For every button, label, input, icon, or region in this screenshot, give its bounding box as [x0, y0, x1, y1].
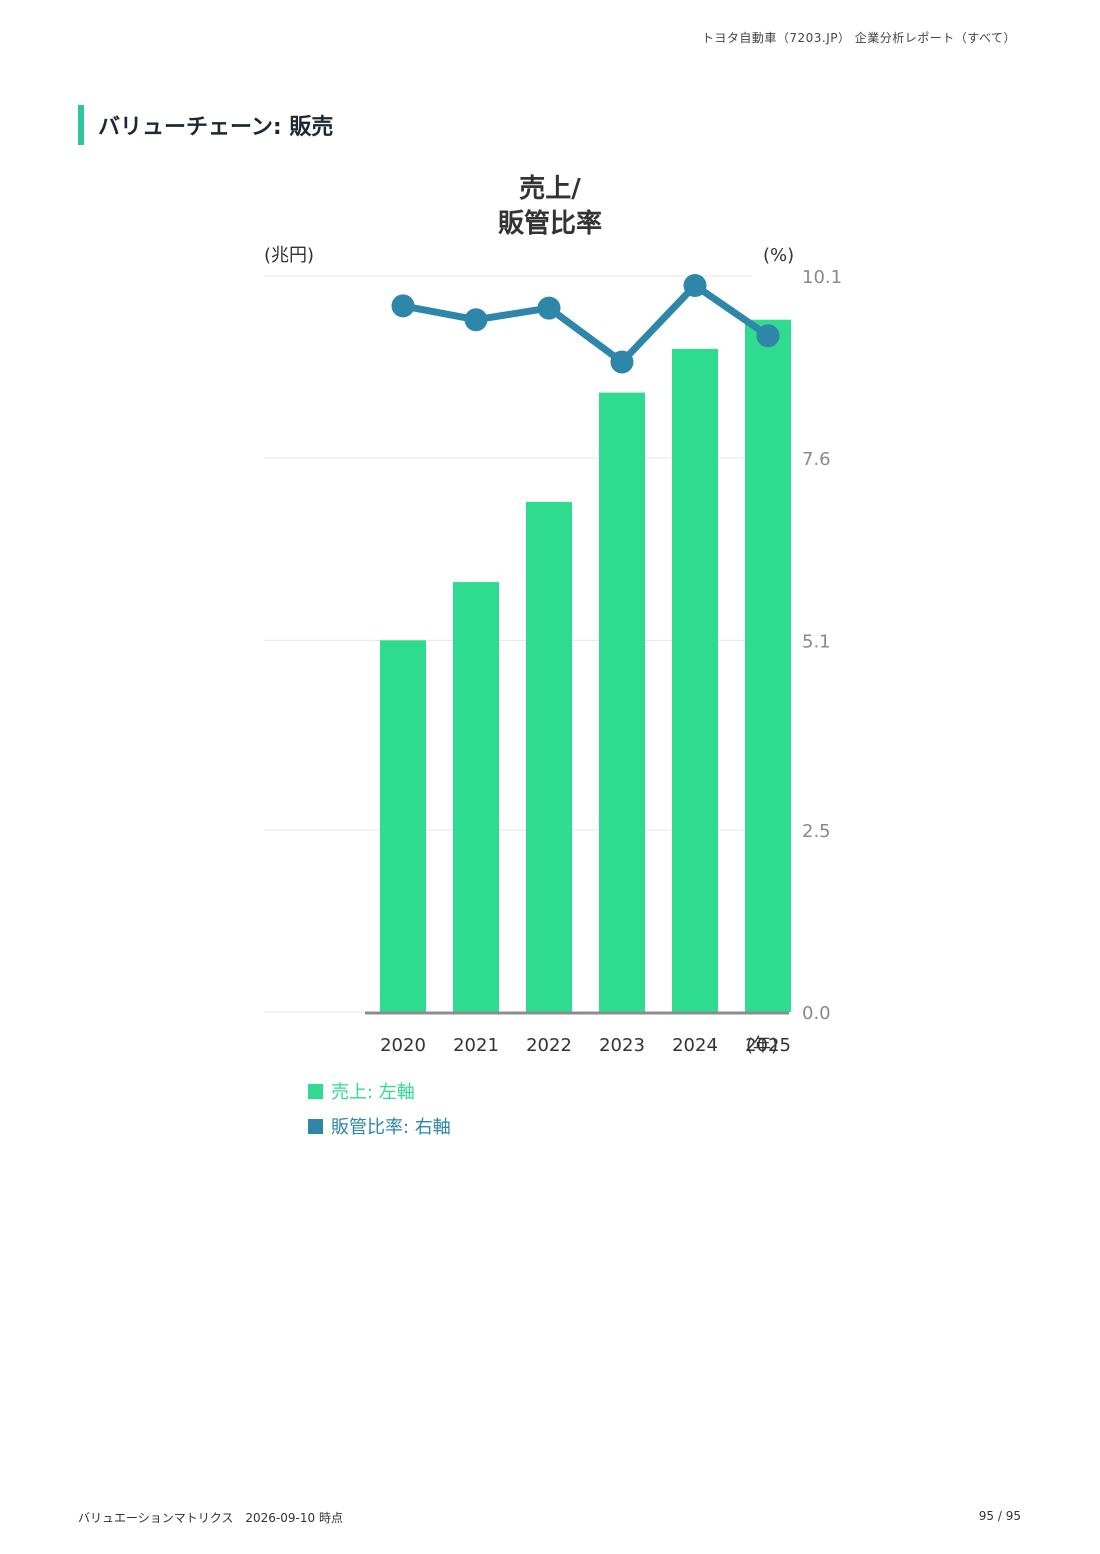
point-sga-ratio [683, 273, 707, 297]
y-tick-label-right: 10.1 [802, 267, 842, 288]
right-axis-unit-label: (%) [763, 245, 794, 266]
bar-layer [380, 319, 791, 1012]
footer-source: バリュエーションマトリクス 2026-09-10 時点 [78, 1511, 343, 1525]
footer-page-number: 95 / 95 [978, 1509, 1021, 1523]
text-layer: 10.1 7.6 5.1 2.5 0.0 2020 2021 2022 2023 2024 2025… [264, 174, 842, 1056]
y-tick-label-right: 2.5 [802, 821, 831, 842]
point-sga-ratio [756, 324, 780, 348]
legend-label-sga-ratio: 販管比率: 右軸 [331, 1117, 451, 1138]
chart-legend: 売上: 左軸 販管比率: 右軸 [308, 1078, 451, 1148]
point-sga-ratio [391, 294, 415, 318]
x-axis-unit-label: (年) [746, 1035, 778, 1056]
x-tick-label: 2022 [526, 1035, 572, 1056]
legend-label-sales: 売上: 左軸 [331, 1082, 415, 1103]
chart-title: 販管比率 [498, 208, 602, 239]
bar-sales [453, 582, 499, 1012]
point-sga-ratio [610, 350, 634, 374]
x-tick-label: 2025 [745, 1035, 791, 1056]
left-axis-unit-label: (兆円) [264, 245, 314, 266]
x-tick-label: 2023 [599, 1035, 645, 1056]
section-heading-text: バリューチェーン: 販売 [98, 115, 334, 140]
point-sga-ratio [537, 296, 561, 320]
line-sga-ratio [402, 281, 770, 366]
bar-sales [672, 348, 718, 1012]
point-sga-ratio [464, 308, 488, 332]
section-heading: バリューチェーン: 販売 [78, 105, 333, 145]
bar-sales [380, 640, 426, 1012]
legend-item-sales[interactable]: 売上: 左軸 [308, 1078, 451, 1104]
chart-title: 売上/ [519, 174, 581, 204]
legend-item-sga-ratio[interactable]: 販管比率: 右軸 [308, 1113, 451, 1139]
x-tick-label: 2020 [380, 1035, 426, 1056]
y-tick-label-right: 5.1 [802, 631, 831, 652]
bar-sales [599, 392, 645, 1012]
legend-swatch-sales [308, 1083, 323, 1099]
x-tick-label: 2021 [453, 1035, 499, 1056]
bar-sales [526, 501, 572, 1012]
bar-sales [745, 319, 791, 1012]
legend-swatch-sga-ratio [308, 1118, 323, 1134]
line-layer [391, 273, 780, 374]
x-tick-label: 2024 [672, 1035, 718, 1056]
y-tick-label-right: 0.0 [802, 1003, 831, 1024]
report-header-title: トヨタ自動車（7203.JP） 企業分析レポート（すべて） [701, 31, 1016, 45]
y-tick-label-right: 7.6 [802, 449, 831, 470]
